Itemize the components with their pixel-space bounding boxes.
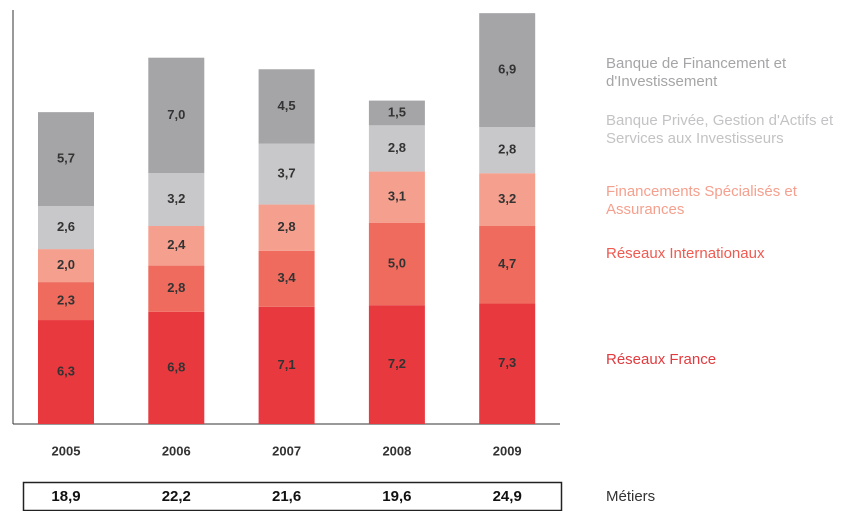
bar-segment [479, 127, 536, 174]
data-label: 2,4 [167, 237, 186, 252]
data-label: 3,2 [498, 191, 516, 206]
bar-segment [368, 171, 425, 223]
data-label: 7,2 [388, 356, 406, 371]
totals-label: Métiers [606, 488, 656, 505]
data-label: 2,8 [388, 140, 406, 155]
data-label: 1,5 [388, 104, 406, 119]
bar-segment [258, 306, 315, 424]
legend-entry: Financements Spécialisés et Assurances [606, 183, 797, 218]
total-label: 19,6 [382, 488, 411, 505]
data-label: 3,7 [278, 165, 296, 180]
x-tick-label: 2006 [162, 443, 191, 458]
data-label: 7,3 [498, 355, 516, 370]
total-label: 22,2 [162, 488, 191, 505]
bar-segment [258, 250, 315, 307]
x-tick-label: 2007 [272, 443, 301, 458]
bar-segment [38, 206, 94, 250]
bar-segment [38, 320, 94, 424]
data-label: 2,8 [498, 142, 516, 157]
data-label: 3,4 [278, 270, 297, 285]
bar-segment [258, 204, 315, 251]
data-label: 7,0 [167, 107, 185, 122]
bar-segment [479, 303, 536, 424]
bar-segment [38, 249, 94, 283]
bar-segment [258, 143, 315, 205]
data-label: 2,8 [167, 280, 185, 295]
bar-segment [368, 100, 425, 126]
legend-entry: Banque de Financement et d'Investissemen… [606, 55, 787, 90]
data-label: 2,0 [57, 257, 75, 272]
bar-segment [38, 112, 94, 207]
legend-entry: Banque Privée, Gestion d'Actifs et Servi… [606, 112, 834, 147]
data-label: 6,8 [167, 359, 185, 374]
bar-segment [148, 311, 205, 424]
data-label: 2,3 [57, 293, 75, 308]
total-label: 21,6 [272, 488, 301, 505]
data-label: 4,5 [278, 98, 296, 113]
x-tick-label: 2009 [493, 443, 522, 458]
data-label: 4,7 [498, 256, 516, 271]
bar-segment [258, 69, 315, 144]
legend-entry: Réseaux Internationaux [606, 245, 765, 262]
x-tick-label: 2008 [382, 443, 411, 458]
bar-segment [368, 305, 425, 424]
data-label: 5,0 [388, 255, 406, 270]
bar-segment [368, 222, 425, 306]
data-label: 2,6 [57, 219, 75, 234]
data-label: 5,7 [57, 151, 75, 166]
data-label: 3,2 [167, 191, 185, 206]
bar-segment [479, 226, 536, 304]
data-label: 2,8 [278, 219, 296, 234]
bar-segment [148, 173, 205, 226]
x-tick-label: 2005 [52, 443, 81, 458]
total-label: 24,9 [493, 488, 522, 505]
data-label: 6,9 [498, 62, 516, 77]
legend-entry: Réseaux France [606, 351, 717, 368]
data-label: 7,1 [278, 357, 296, 372]
total-label: 18,9 [51, 488, 80, 505]
data-label: 3,1 [388, 189, 406, 204]
data-label: 6,3 [57, 363, 75, 378]
bar-segment [148, 226, 205, 266]
bar-segment [148, 265, 205, 312]
bar-segment [479, 13, 536, 127]
bar-segment [479, 173, 536, 226]
bar-segment [38, 282, 94, 321]
bar-segment [148, 57, 205, 174]
bar-segment [368, 125, 425, 172]
